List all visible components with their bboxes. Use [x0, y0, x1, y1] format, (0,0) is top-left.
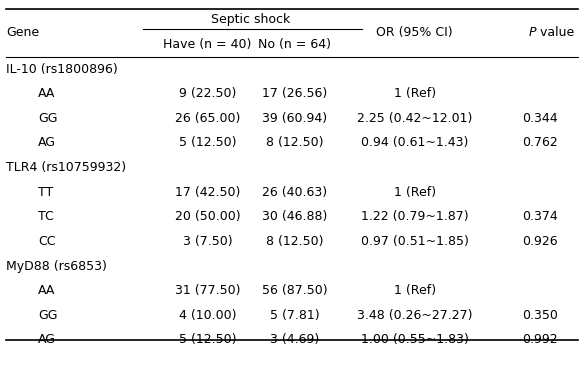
Text: Gene: Gene [6, 26, 39, 39]
Text: Septic shock: Septic shock [211, 13, 291, 26]
Text: 56 (87.50): 56 (87.50) [262, 284, 328, 297]
Text: 0.992: 0.992 [522, 333, 558, 346]
Text: 3.48 (0.26~27.27): 3.48 (0.26~27.27) [357, 309, 472, 322]
Text: 17 (26.56): 17 (26.56) [262, 87, 328, 100]
Text: 0.762: 0.762 [522, 137, 558, 150]
Text: 0.374: 0.374 [522, 210, 558, 223]
Text: 1.00 (0.55~1.83): 1.00 (0.55~1.83) [361, 333, 468, 346]
Text: 26 (40.63): 26 (40.63) [262, 186, 328, 199]
Text: 17 (42.50): 17 (42.50) [175, 186, 240, 199]
Text: AA: AA [38, 284, 55, 297]
Text: 1 (Ref): 1 (Ref) [394, 87, 436, 100]
Text: MyD88 (rs6853): MyD88 (rs6853) [6, 260, 107, 273]
Text: 8 (12.50): 8 (12.50) [266, 137, 324, 150]
Text: GG: GG [38, 112, 57, 125]
Text: 39 (60.94): 39 (60.94) [262, 112, 328, 125]
Text: P: P [529, 26, 536, 39]
Text: 0.350: 0.350 [522, 309, 558, 322]
Text: 31 (77.50): 31 (77.50) [175, 284, 240, 297]
Text: 0.97 (0.51~1.85): 0.97 (0.51~1.85) [361, 235, 468, 248]
Text: 1 (Ref): 1 (Ref) [394, 284, 436, 297]
Text: Have (n = 40): Have (n = 40) [163, 38, 252, 51]
Text: 1.22 (0.79~1.87): 1.22 (0.79~1.87) [361, 210, 468, 223]
Text: AG: AG [38, 137, 56, 150]
Text: No (n = 64): No (n = 64) [258, 38, 332, 51]
Text: 8 (12.50): 8 (12.50) [266, 235, 324, 248]
Text: 5 (12.50): 5 (12.50) [179, 333, 236, 346]
Text: AA: AA [38, 87, 55, 100]
Text: 26 (65.00): 26 (65.00) [175, 112, 240, 125]
Text: 9 (22.50): 9 (22.50) [179, 87, 236, 100]
Text: 0.94 (0.61~1.43): 0.94 (0.61~1.43) [361, 137, 468, 150]
Text: GG: GG [38, 309, 57, 322]
Text: 2.25 (0.42~12.01): 2.25 (0.42~12.01) [357, 112, 472, 125]
Text: 5 (12.50): 5 (12.50) [179, 137, 236, 150]
Text: TT: TT [38, 186, 53, 199]
Text: value: value [536, 26, 574, 39]
Text: 30 (46.88): 30 (46.88) [262, 210, 328, 223]
Text: TLR4 (rs10759932): TLR4 (rs10759932) [6, 161, 126, 174]
Text: 0.926: 0.926 [522, 235, 558, 248]
Text: 3 (7.50): 3 (7.50) [183, 235, 232, 248]
Text: AG: AG [38, 333, 56, 346]
Text: IL-10 (rs1800896): IL-10 (rs1800896) [6, 62, 117, 76]
Text: 0.344: 0.344 [522, 112, 558, 125]
Text: CC: CC [38, 235, 55, 248]
Text: 5 (7.81): 5 (7.81) [270, 309, 319, 322]
Text: TC: TC [38, 210, 54, 223]
Text: 1 (Ref): 1 (Ref) [394, 186, 436, 199]
Text: 20 (50.00): 20 (50.00) [175, 210, 240, 223]
Text: OR (95% CI): OR (95% CI) [376, 26, 453, 39]
Text: 4 (10.00): 4 (10.00) [179, 309, 236, 322]
Text: 3 (4.69): 3 (4.69) [270, 333, 319, 346]
